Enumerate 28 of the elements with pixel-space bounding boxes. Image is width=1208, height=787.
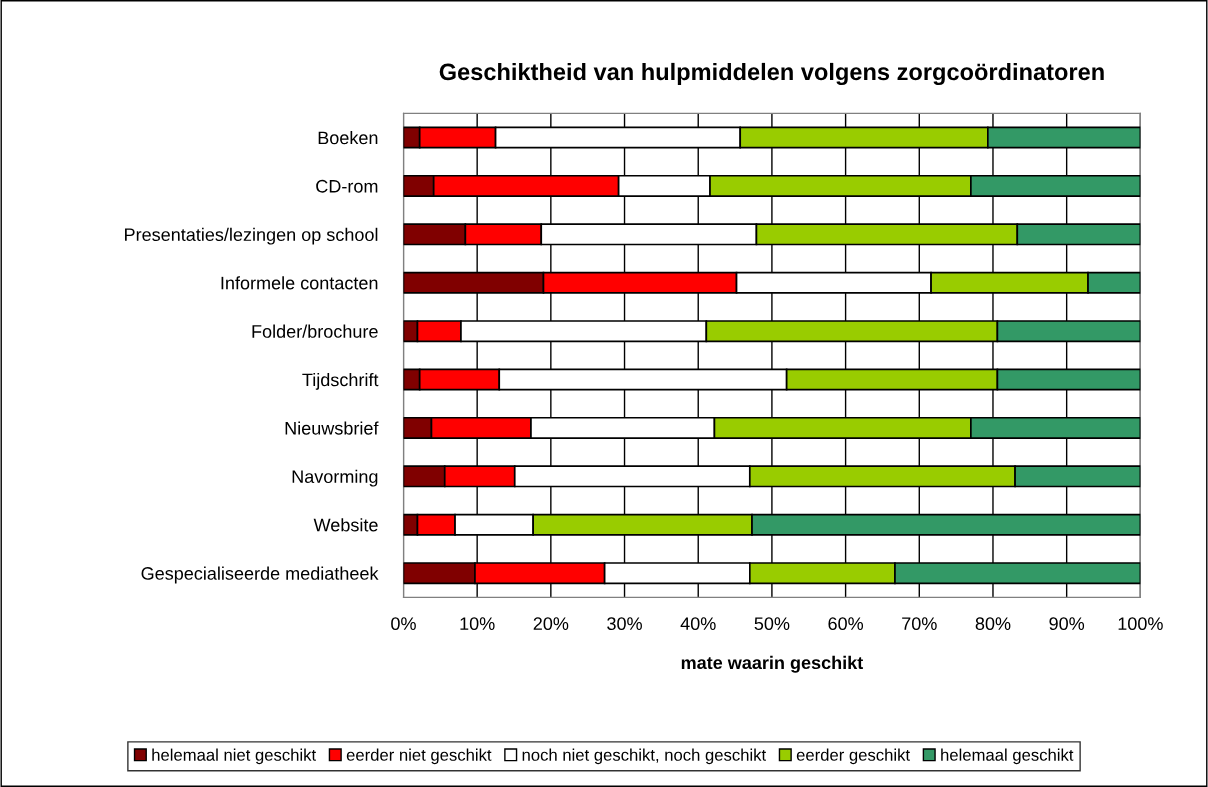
y-tick-label: Tijdschrift	[302, 372, 379, 390]
x-tick-label: 20%	[533, 617, 569, 631]
x-tick-label: 90%	[1049, 617, 1085, 631]
legend-label: eerder niet geschikt	[346, 748, 492, 765]
y-tick-label: Folder/brochure	[252, 324, 378, 338]
x-tick-label: 40%	[680, 617, 716, 631]
y-tick-label: CD-rom	[316, 179, 378, 193]
x-tick-label: 100%	[1118, 617, 1163, 631]
x-tick-label: 50%	[754, 617, 790, 631]
x-axis-title: mate waarin geschikt	[681, 655, 864, 673]
y-tick-label: Presentaties/lezingen op school	[125, 227, 378, 245]
x-tick-label: 80%	[975, 617, 1011, 631]
x-tick-label: 60%	[828, 617, 864, 631]
y-tick-label: Nieuwsbrief	[285, 421, 379, 435]
y-tick-label: Informele contacten	[221, 276, 378, 290]
x-tick-label: 0%	[391, 617, 416, 631]
legend-label: eerder geschikt	[796, 748, 910, 765]
y-tick-label: Boeken	[318, 130, 378, 145]
x-tick-label: 70%	[902, 617, 937, 631]
y-tick-label: Website	[313, 518, 378, 532]
y-tick-label: Gespecialiseerde mediatheek	[141, 566, 379, 584]
chart-title: Geschiktheid van hulpmiddelen volgens zorgcoördinatoren	[439, 62, 1104, 85]
x-tick-label: 10%	[460, 617, 495, 631]
legend-label: helemaal geschikt	[941, 748, 1074, 765]
legend-label: helemaal niet geschikt	[152, 748, 316, 765]
legend-label: noch niet geschikt, noch geschikt	[522, 748, 767, 765]
y-tick-label: Navorming	[292, 469, 378, 487]
x-tick-label: 30%	[607, 617, 642, 631]
